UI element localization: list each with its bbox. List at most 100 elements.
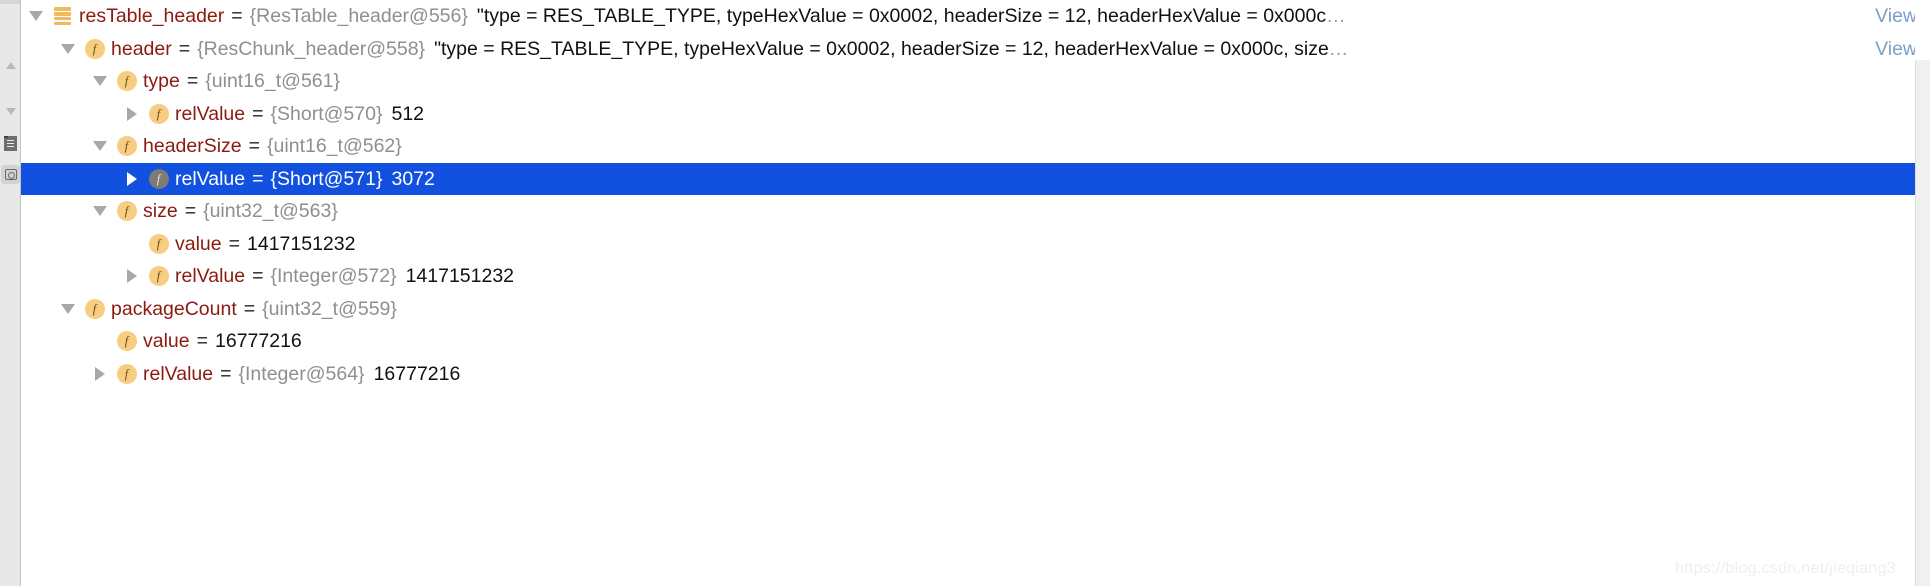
variable-name: relValue	[143, 362, 214, 385]
equals-sign: =	[178, 37, 191, 60]
watch-camera-button[interactable]	[1, 165, 20, 184]
tree-row[interactable]: f size = {uint32_t@563}	[21, 195, 1930, 228]
variable-type: {uint16_t@562}	[267, 135, 402, 157]
variable-name: headerSize	[143, 135, 242, 157]
chevron-down-icon[interactable]	[25, 0, 47, 33]
truncation-ellipsis: …	[1326, 5, 1346, 27]
chevron-down-icon[interactable]	[89, 130, 111, 163]
tree-row-text: resTable_header = {ResTable_header@556} "ty…	[79, 0, 1346, 33]
field-icon: f	[115, 195, 138, 228]
scroll-down-arrow[interactable]	[0, 104, 21, 118]
triangle-down-glyph	[29, 11, 43, 22]
equals-sign: =	[252, 102, 264, 125]
tree-row[interactable]: resTable_header = {ResTable_header@556} "ty…	[21, 0, 1930, 33]
variable-value: "type = RES_TABLE_TYPE, typeHexValue = 0…	[476, 5, 1327, 27]
document-lines-icon	[4, 135, 17, 151]
left-tool-gutter	[0, 0, 21, 586]
chevron-right-icon[interactable]	[121, 260, 143, 293]
tree-row-text: relValue = {Short@571} 3072	[175, 163, 435, 196]
tree-row-text: headerSize = {uint16_t@562}	[143, 130, 402, 163]
inspect-document-button[interactable]	[0, 134, 21, 152]
truncation-ellipsis: …	[1328, 37, 1349, 60]
field-letter-glyph: f	[116, 363, 137, 384]
variable-type: {ResChunk_header@558}	[197, 37, 426, 60]
tree-row-text: size = {uint32_t@563}	[143, 195, 338, 228]
variable-value: "type = RES_TABLE_TYPE, typeHexValue = 0…	[434, 37, 1329, 60]
chevron-down-icon[interactable]	[57, 33, 79, 66]
tree-row-text: value = 1417151232	[175, 228, 355, 261]
variable-name: relValue	[175, 102, 246, 125]
vertical-scrollbar[interactable]	[1915, 0, 1930, 586]
variable-type: {Short@570}	[270, 102, 383, 125]
tree-row[interactable]: f relValue = {Short@570} 512	[21, 98, 1930, 131]
equals-sign: =	[252, 167, 264, 190]
equals-sign: =	[184, 200, 197, 222]
field-letter-glyph: f	[148, 233, 169, 254]
variable-value: 1417151232	[247, 232, 356, 255]
field-letter-glyph: f	[116, 331, 137, 352]
variable-value: 1417151232	[405, 265, 515, 287]
equals-sign: =	[186, 70, 199, 92]
tree-row[interactable]: f packageCount = {uint32_t@559}	[21, 293, 1930, 326]
camera-icon	[4, 169, 17, 180]
tree-row[interactable]: f relValue = {Short@571} 3072	[21, 162, 1930, 196]
equals-sign: =	[252, 265, 264, 287]
variable-name: relValue	[175, 265, 246, 287]
chevron-down-icon[interactable]	[89, 195, 111, 228]
tree-row[interactable]: f type = {uint16_t@561}	[21, 65, 1930, 98]
field-icon: f	[147, 260, 170, 293]
triangle-right-glyph	[95, 366, 105, 381]
tree-row[interactable]: f relValue = {Integer@572} 1417151232	[21, 260, 1930, 293]
variable-name: header	[111, 37, 172, 60]
equals-sign: =	[220, 362, 232, 385]
object-bars-glyph	[54, 7, 71, 26]
tree-row[interactable]: f header = {ResChunk_header@558} "type = RES…	[21, 33, 1930, 66]
field-letter-glyph: f	[84, 38, 105, 59]
chevron-right-icon[interactable]	[121, 98, 143, 131]
watermark: https://blog.csdn.net/jieqiang3	[1674, 560, 1896, 577]
field-letter-glyph: f	[116, 71, 137, 92]
field-icon: f	[83, 33, 106, 66]
view-link[interactable]: View	[1875, 5, 1917, 27]
field-icon: f	[115, 65, 138, 98]
view-link[interactable]: View	[1875, 37, 1917, 60]
variable-type: {Integer@572}	[270, 265, 397, 287]
scroll-up-arrow[interactable]	[0, 58, 21, 72]
variable-name: value	[143, 330, 190, 352]
chevron-right-icon[interactable]	[121, 163, 143, 196]
variable-name: relValue	[175, 167, 246, 190]
variable-value: 16777216	[373, 362, 461, 385]
tree-row[interactable]: f headerSize = {uint16_t@562}	[21, 130, 1930, 163]
equals-sign: =	[243, 297, 256, 320]
field-icon: f	[147, 163, 170, 196]
field-letter-glyph: f	[148, 168, 169, 189]
triangle-right-glyph	[127, 269, 137, 284]
variable-type: {Integer@564}	[238, 362, 365, 385]
field-icon: f	[115, 358, 138, 391]
chevron-down-icon[interactable]	[89, 65, 111, 98]
variable-type: {uint16_t@561}	[205, 70, 340, 92]
field-letter-glyph: f	[148, 266, 169, 287]
variable-type: {ResTable_header@556}	[249, 5, 468, 27]
equals-sign: =	[228, 232, 241, 255]
chevron-down-icon[interactable]	[57, 293, 79, 326]
triangle-down-glyph	[93, 76, 107, 87]
field-icon: f	[115, 325, 138, 358]
variable-name: value	[175, 232, 222, 255]
triangle-down-glyph	[93, 206, 107, 217]
tree-row-text: relValue = {Integer@564} 16777216	[143, 358, 460, 391]
variable-value: 512	[391, 102, 425, 125]
variable-type: {uint32_t@559}	[262, 297, 397, 320]
variables-tree[interactable]: resTable_header = {ResTable_header@556} "ty…	[21, 0, 1930, 586]
triangle-down-glyph	[61, 303, 75, 314]
tree-row[interactable]: f value = 16777216	[21, 325, 1930, 358]
equals-sign: =	[196, 330, 209, 352]
chevron-right-icon[interactable]	[89, 358, 111, 391]
tree-row-text: type = {uint16_t@561}	[143, 65, 340, 98]
tree-row[interactable]: f relValue = {Integer@564} 16777216	[21, 358, 1930, 391]
tree-row[interactable]: f value = 1417151232	[21, 228, 1930, 261]
field-icon: f	[147, 228, 170, 261]
triangle-down-glyph	[93, 141, 107, 152]
arrow-up-icon	[5, 61, 16, 69]
